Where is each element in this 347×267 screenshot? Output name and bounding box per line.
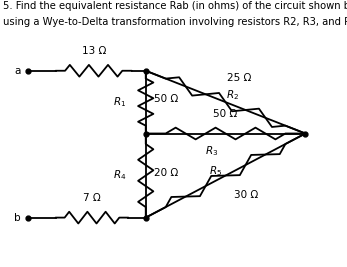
Text: $R_4$: $R_4$ — [113, 169, 127, 182]
Text: 50 Ω: 50 Ω — [154, 95, 179, 104]
Text: b: b — [14, 213, 21, 223]
Text: 5. Find the equivalent resistance Rab (in ohms) of the circuit shown by: 5. Find the equivalent resistance Rab (i… — [3, 1, 347, 11]
Text: $R_5$: $R_5$ — [209, 165, 222, 178]
Text: $R_3$: $R_3$ — [205, 144, 218, 158]
Text: 13 Ω: 13 Ω — [82, 46, 106, 56]
Text: 25 Ω: 25 Ω — [227, 73, 252, 83]
Text: using a Wye-to-Delta transformation involving resistors R2, R3, and R5. *: using a Wye-to-Delta transformation invo… — [3, 17, 347, 27]
Text: 20 Ω: 20 Ω — [154, 168, 179, 178]
Text: $R_1$: $R_1$ — [113, 95, 127, 109]
Text: 50 Ω: 50 Ω — [213, 109, 238, 119]
Text: 30 Ω: 30 Ω — [234, 190, 259, 200]
Text: $R_2$: $R_2$ — [226, 89, 239, 102]
Text: 7 Ω: 7 Ω — [83, 193, 101, 203]
Text: a: a — [15, 66, 21, 76]
